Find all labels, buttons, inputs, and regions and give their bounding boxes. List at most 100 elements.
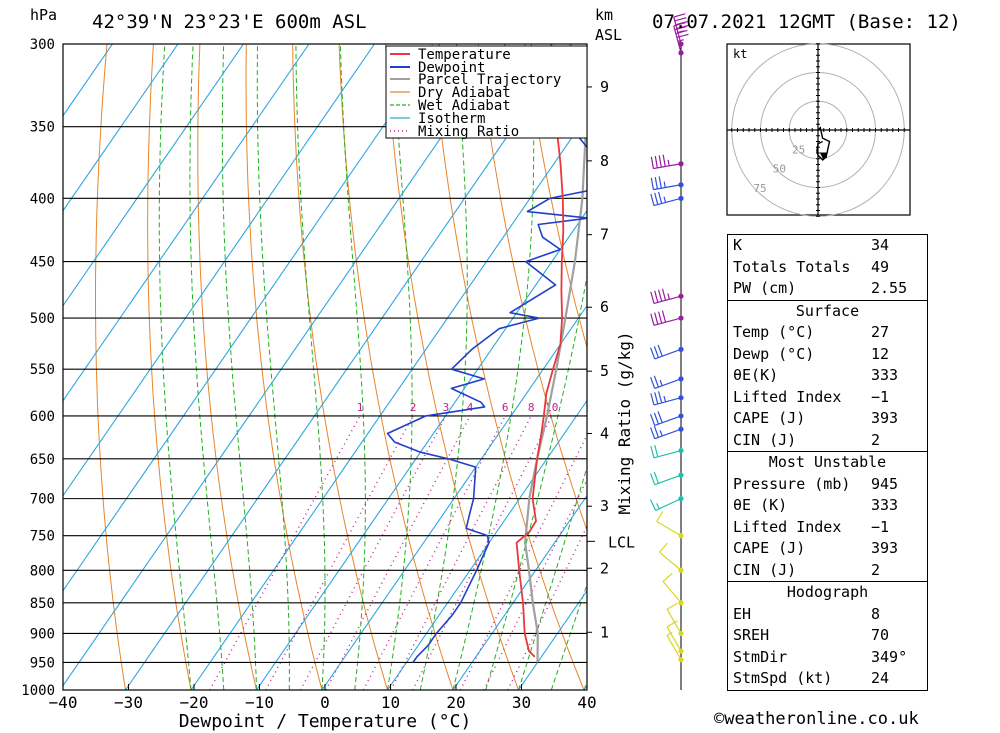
- mixing-ratio-label: 6: [502, 401, 509, 414]
- dry-adiabat-line: [524, 44, 587, 350]
- wind-barb-staff: [654, 474, 682, 486]
- x-tick-label: 40: [577, 693, 596, 712]
- wind-barb-flag: [650, 347, 656, 360]
- wind-barb-flag: [674, 17, 687, 22]
- parcel-trajectory-line: [524, 44, 587, 663]
- wind-barb-flag: [657, 411, 663, 423]
- wind-barb-flag: [650, 499, 657, 511]
- wind-barb-staff: [673, 25, 682, 54]
- wind-barb-flag: [653, 425, 660, 438]
- wind-barb: [666, 620, 684, 654]
- wind-barb-flag: [657, 391, 663, 404]
- wind-barb-flag: [661, 288, 667, 301]
- lcl-label: LCL: [608, 533, 635, 551]
- index-row: Lifted Index −1: [733, 517, 890, 536]
- wind-barb-flag: [653, 375, 660, 388]
- wind-barb: [650, 425, 684, 440]
- wind-barb-staff: [653, 184, 682, 191]
- x-axis-title: Dewpoint / Temperature (°C): [179, 711, 472, 732]
- isotherm-line: [63, 44, 441, 592]
- wind-barb-flag: [667, 293, 670, 300]
- wind-barb: [673, 22, 689, 56]
- height-tick-label: 5: [600, 362, 609, 380]
- wind-barb-staff: [653, 295, 682, 305]
- credit-link[interactable]: ©weatheronline.co.uk: [714, 709, 919, 729]
- dry-adiabat-line: [385, 44, 519, 690]
- wind-barb-flag: [673, 13, 686, 18]
- wind-barb: [650, 344, 684, 360]
- index-row: StmSpd (kt) 24: [733, 669, 890, 687]
- wind-barb-flag: [657, 311, 663, 324]
- wind-barb-flag: [654, 445, 659, 457]
- wind-barb-flag: [666, 620, 678, 628]
- wind-barb: [650, 445, 684, 459]
- wind-barb-staff: [654, 378, 682, 390]
- isotherm-line: [321, 304, 587, 690]
- height-tick-label: 1: [600, 623, 609, 641]
- wind-barb-flag: [662, 573, 673, 582]
- x-tick-label: 10: [381, 693, 400, 712]
- height-tick-label: 8: [600, 152, 609, 170]
- isotherm-line: [63, 44, 310, 402]
- location-title: 42°39'N 23°23'E 600m ASL: [92, 11, 367, 33]
- legend-dry-adiabat: Dry Adiabat: [418, 85, 511, 101]
- index-row: Pressure (mb) 945: [733, 474, 899, 493]
- wind-level-dot: [678, 395, 684, 401]
- wind-barb-flag: [653, 412, 660, 425]
- mixing-ratio-line: [325, 415, 471, 690]
- x-tick-label: −20: [180, 693, 209, 712]
- wind-barb-flag: [650, 291, 655, 304]
- index-row: PW (cm) 2.55: [733, 279, 908, 297]
- wind-barb-flag: [650, 473, 656, 485]
- most-unstable-title: Most Unstable: [768, 453, 887, 471]
- wet-adiabat-line: [221, 44, 257, 690]
- mixing-ratio-label: 25: [635, 401, 648, 414]
- wet-adiabat-line: [295, 44, 326, 690]
- isotherm-line: [63, 44, 113, 117]
- wind-level-dot: [678, 293, 684, 299]
- isotherm-line: [63, 44, 179, 212]
- wind-barb-staff: [653, 317, 682, 326]
- wind-barb-flag: [654, 155, 658, 169]
- wind-level-dot: [678, 376, 684, 382]
- mixing-ratio-axis-title: Mixing Ratio (g/kg): [615, 331, 634, 514]
- hodograph-ring-label: 75: [753, 182, 766, 195]
- index-row: EH 8: [733, 604, 881, 623]
- wind-barb-flag: [659, 542, 668, 553]
- index-row: Lifted Index −1: [733, 387, 890, 406]
- index-row: Dewp (°C) 12: [733, 344, 890, 363]
- wind-barb-flag: [654, 392, 659, 405]
- wind-barb-flag: [673, 22, 686, 27]
- wind-barb-staff: [666, 626, 682, 652]
- height-tick-label: 4: [600, 425, 609, 443]
- isotherm-line: [190, 114, 587, 690]
- surface-section: Surface Temp (°C) 27 Dewp (°C) 12 θE(K) 333…: [728, 299, 927, 452]
- wind-level-dot: [678, 472, 684, 478]
- index-row: Temp (°C) 27: [733, 323, 890, 341]
- dewpoint-line: [386, 96, 587, 663]
- wind-barb-flag: [658, 155, 662, 168]
- index-row: θE (K) 333: [733, 496, 899, 514]
- wind-barb-flag: [666, 602, 678, 610]
- wind-barb: [666, 602, 684, 637]
- wind-barb-flag: [657, 289, 663, 302]
- wind-level-dot: [678, 413, 684, 419]
- wind-level-dot: [678, 50, 684, 56]
- wind-barb: [650, 411, 684, 427]
- wind-barb-flag: [657, 344, 663, 357]
- wind-barb: [659, 542, 684, 573]
- index-row: θE(K) 333: [733, 366, 899, 384]
- wind-barb-flag: [659, 430, 663, 437]
- wind-barb: [650, 288, 684, 305]
- legend-temperature: Temperature: [418, 47, 511, 63]
- wind-barb-staff: [653, 397, 682, 406]
- pressure-tick-label: 900: [30, 626, 55, 642]
- isotherm-line: [452, 494, 587, 690]
- axis-ticks: −40 −30 −20 −10 0 10 20 30 40 9 8 7 6 5 4 3 2 1: [49, 78, 609, 712]
- hodograph: 25 50 75 kt: [726, 43, 911, 217]
- most-unstable-section: Most Unstable Pressure (mb) 945 θE (K) 333…: [728, 451, 927, 581]
- x-tick-label: −30: [114, 693, 143, 712]
- index-row: CAPE (J) 393: [733, 539, 899, 557]
- height-tick-label: 3: [600, 497, 609, 515]
- sounding-profiles: [386, 44, 587, 663]
